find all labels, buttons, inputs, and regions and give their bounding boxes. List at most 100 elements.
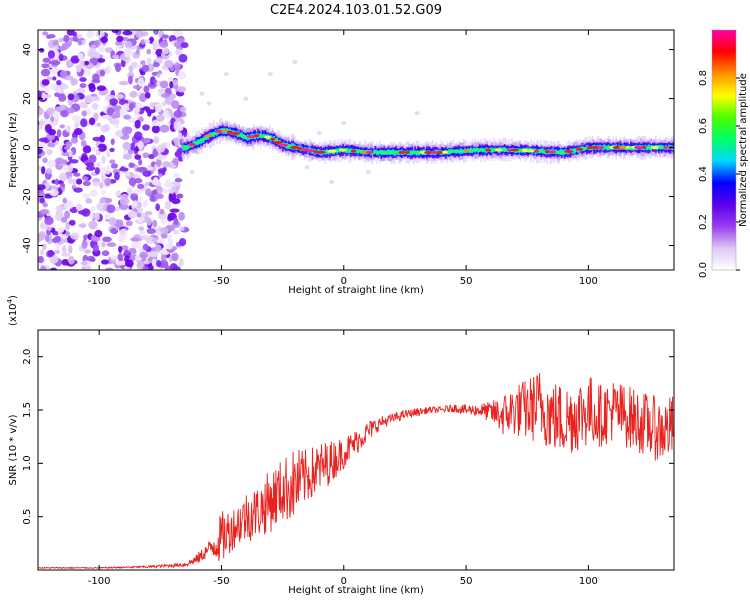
noise-blob	[95, 30, 105, 38]
noise-blob	[173, 121, 179, 130]
noise-blob	[38, 124, 43, 131]
noise-blob	[75, 178, 83, 185]
noise-blob	[92, 178, 101, 183]
ridge-peak	[305, 149, 316, 153]
noise-blob	[47, 142, 56, 148]
ridge-band	[205, 135, 208, 140]
noise-blob	[81, 266, 86, 270]
noise-blob	[156, 186, 163, 194]
noise-blob	[68, 176, 73, 185]
ridge-peak	[631, 146, 636, 150]
ridge-peak	[485, 148, 492, 152]
ridge-band	[558, 150, 560, 154]
ridge-peak	[279, 143, 289, 147]
ridge-band	[386, 150, 389, 154]
noise-blob	[161, 48, 169, 55]
ridge-band	[559, 150, 562, 154]
noise-blob	[114, 63, 122, 73]
noise-blob	[58, 227, 65, 233]
noise-blob	[156, 72, 161, 78]
noise-blob	[100, 189, 107, 195]
ridge-peak	[650, 146, 660, 150]
ridge-band	[274, 139, 277, 144]
y-tick-label: 1.5	[22, 402, 33, 418]
noise-blob	[110, 163, 118, 169]
noise-blob	[54, 157, 65, 165]
ridge-band	[239, 134, 242, 137]
noise-blob	[75, 87, 86, 95]
ridge-band	[355, 150, 358, 153]
noise-blob	[119, 228, 128, 237]
noise-blob	[75, 64, 82, 73]
ridge-peak	[398, 150, 406, 154]
y-tick-label: 2.0	[22, 349, 33, 365]
noise-blob	[44, 123, 52, 133]
noise-blob	[158, 88, 166, 93]
ridge-band	[412, 151, 415, 155]
noise-blob	[39, 249, 45, 256]
noise-blob	[106, 151, 111, 158]
noise-blob	[143, 137, 151, 144]
noise-blob	[81, 110, 88, 117]
ridge-peak	[221, 129, 228, 133]
noise-blob	[172, 79, 178, 87]
noise-blob	[99, 134, 106, 143]
x-tick-label: 100	[579, 276, 598, 287]
ridge-band	[606, 145, 609, 149]
ridge-band	[261, 135, 264, 138]
ridge-band	[492, 148, 494, 151]
noise-blob	[104, 177, 112, 187]
ridge-band	[603, 145, 606, 148]
noise-blob	[177, 131, 183, 139]
noise-blob	[96, 58, 106, 63]
noise-blob	[173, 109, 183, 118]
noise-blob	[129, 91, 138, 98]
noise-blob	[132, 107, 140, 114]
ridge-band	[211, 132, 214, 136]
noise-blob	[96, 162, 101, 167]
noise-blob	[56, 79, 62, 86]
ridge-band	[411, 151, 413, 155]
noise-blob	[58, 37, 65, 43]
ridge-band	[585, 146, 588, 150]
ridge-band	[245, 136, 248, 140]
noise-blob	[173, 172, 180, 180]
ridge-peak	[254, 134, 260, 138]
ridge-band	[563, 151, 566, 154]
ridge-peak	[316, 150, 326, 154]
noise-blob	[73, 187, 83, 193]
ridge-peak	[296, 147, 303, 151]
noise-blob	[115, 94, 125, 99]
noise-blob	[78, 223, 87, 228]
noise-blob	[130, 237, 140, 242]
noise-blob	[126, 187, 132, 196]
noise-blob	[94, 212, 100, 221]
noise-blob	[155, 203, 161, 211]
ridge-band	[450, 149, 453, 153]
outlier-blob	[223, 72, 229, 77]
y-tick-label: -20	[22, 188, 33, 204]
noise-blob	[90, 44, 96, 49]
ridge-band	[455, 149, 458, 153]
noise-blob	[82, 193, 90, 199]
noise-blob	[38, 137, 49, 143]
spectrogram-y-label: Frequency (Hz)	[8, 112, 19, 188]
snr-plot-area	[38, 330, 674, 570]
noise-blob	[94, 167, 100, 175]
spectrogram-x-ticks: -100 -50 0 50 100	[88, 30, 598, 287]
ridge-band	[393, 151, 396, 155]
noise-blob	[160, 233, 168, 239]
ridge-peak	[430, 150, 438, 154]
noise-blob	[71, 178, 77, 186]
noise-blob	[132, 188, 143, 195]
ridge-peak	[625, 146, 631, 150]
ridge-band	[214, 129, 217, 136]
noise-blob	[56, 210, 64, 218]
ridge-band	[242, 134, 245, 138]
y-tick-label: 0	[22, 144, 33, 150]
noise-blob	[101, 241, 106, 248]
ridge-band	[449, 150, 452, 154]
noise-blob	[151, 125, 161, 134]
noise-blob	[110, 227, 117, 234]
noise-blob	[49, 83, 57, 91]
